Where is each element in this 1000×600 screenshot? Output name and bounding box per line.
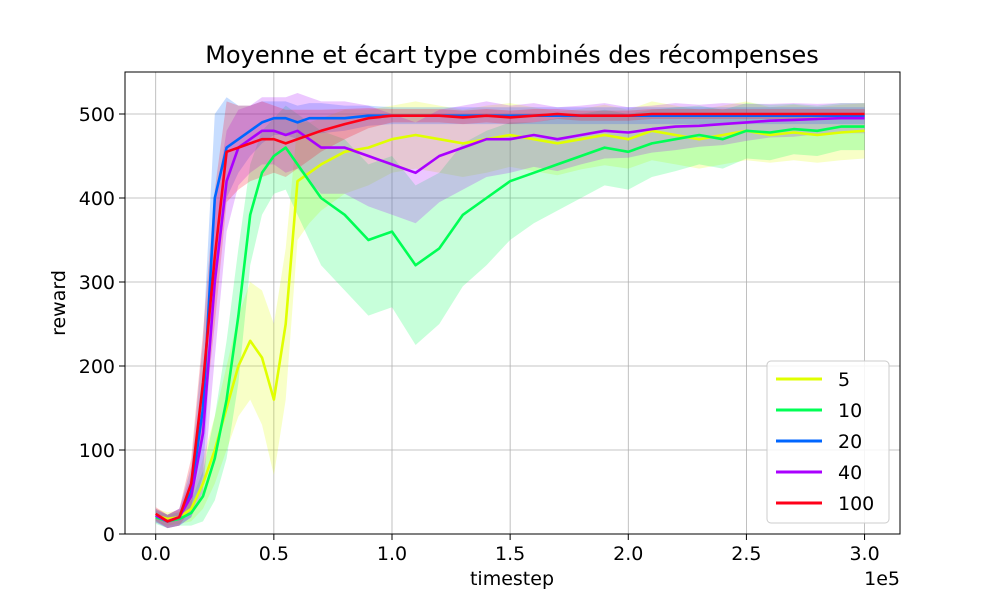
legend-label-20: 20 <box>838 431 862 453</box>
x-tick-label: 3.0 <box>849 543 879 565</box>
legend-box <box>766 360 890 524</box>
x-axis-offset-label: 1e5 <box>864 568 900 590</box>
series-line-100 <box>154 112 865 523</box>
x-tick-label: 0.5 <box>259 543 289 565</box>
std-band-10 <box>155 103 865 529</box>
x-tick-label: 0.0 <box>141 543 171 565</box>
series-line-5 <box>155 129 865 521</box>
y-tick-label: 400 <box>79 188 115 210</box>
std-band-5 <box>155 101 865 526</box>
x-tick-label: 1.0 <box>377 543 407 565</box>
y-axis-label: reward <box>48 270 70 336</box>
x-axis-ticks: 0.0 0.5 1.0 1.5 2.0 2.5 3.0 <box>141 534 880 565</box>
std-band-20 <box>155 97 865 529</box>
series-line-40 <box>155 116 865 523</box>
legend-label-40: 40 <box>838 462 862 484</box>
y-tick-label: 500 <box>79 104 115 126</box>
x-axis-label: timestep <box>470 568 554 590</box>
y-tick-label: 200 <box>79 356 115 378</box>
legend-label-100: 100 <box>838 493 874 515</box>
x-tick-label: 2.0 <box>613 543 643 565</box>
std-bands <box>155 93 865 529</box>
y-tick-label: 100 <box>79 440 115 462</box>
y-axis-ticks: 0 100 200 300 400 500 <box>79 104 125 546</box>
y-tick-label: 300 <box>79 272 115 294</box>
chart-title: Moyenne et écart type combinés des récom… <box>205 41 819 69</box>
std-band-100 <box>155 101 865 529</box>
x-tick-label: 2.5 <box>731 543 761 565</box>
series-line-10 <box>155 125 865 523</box>
legend: 5 10 20 40 100 <box>766 360 890 524</box>
legend-label-5: 5 <box>838 369 850 391</box>
legend-label-10: 10 <box>838 400 862 422</box>
plot-frame <box>124 71 901 535</box>
series-lines <box>154 112 865 523</box>
std-band-40 <box>155 93 865 529</box>
y-tick-label: 0 <box>103 524 115 546</box>
x-tick-label: 1.5 <box>495 543 525 565</box>
